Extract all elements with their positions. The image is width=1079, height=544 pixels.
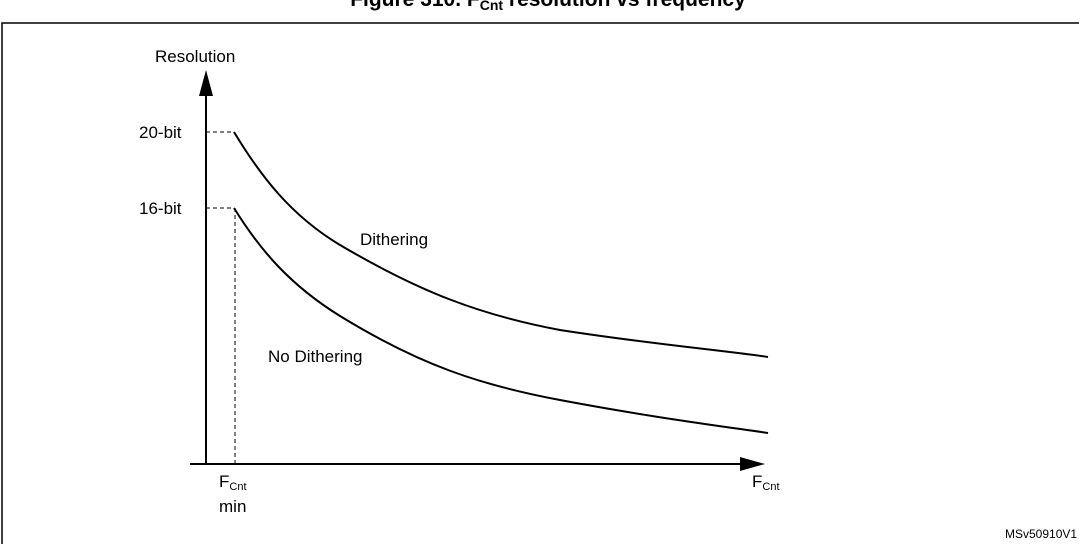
fcnt-min-word: min [219, 497, 246, 516]
fcnt-min-label: FCnt [219, 472, 247, 493]
figure-title: Figure 310. FCnt resolution vs frequency [350, 0, 746, 13]
fcnt-min-subscript: Cnt [229, 481, 246, 493]
x-axis-label: FCnt [752, 472, 780, 493]
figure-title-prefix: Figure 310. F [350, 0, 480, 11]
tick-label-16-bit: 16-bit [139, 199, 182, 218]
curve-no-dithering [233, 207, 769, 434]
curve-label-dithering: Dithering [360, 230, 428, 249]
figure-frame [1, 22, 1079, 544]
figure-title-subscript: Cnt [480, 0, 504, 13]
x-axis-label-main: F [752, 472, 762, 491]
x-axis-label-subscript: Cnt [762, 481, 779, 493]
figure-title-suffix: resolution vs frequency [503, 0, 746, 11]
fcnt-min-main: F [219, 472, 229, 491]
y-axis-arrow [199, 70, 213, 96]
figure-id: MSv50910V1 [1005, 527, 1077, 541]
curve-label-no-dithering: No Dithering [268, 347, 363, 366]
x-axis-arrow [740, 457, 765, 471]
tick-label-20-bit: 20-bit [139, 123, 182, 142]
curve-dithering [233, 131, 769, 358]
y-axis-label: Resolution [155, 47, 235, 66]
